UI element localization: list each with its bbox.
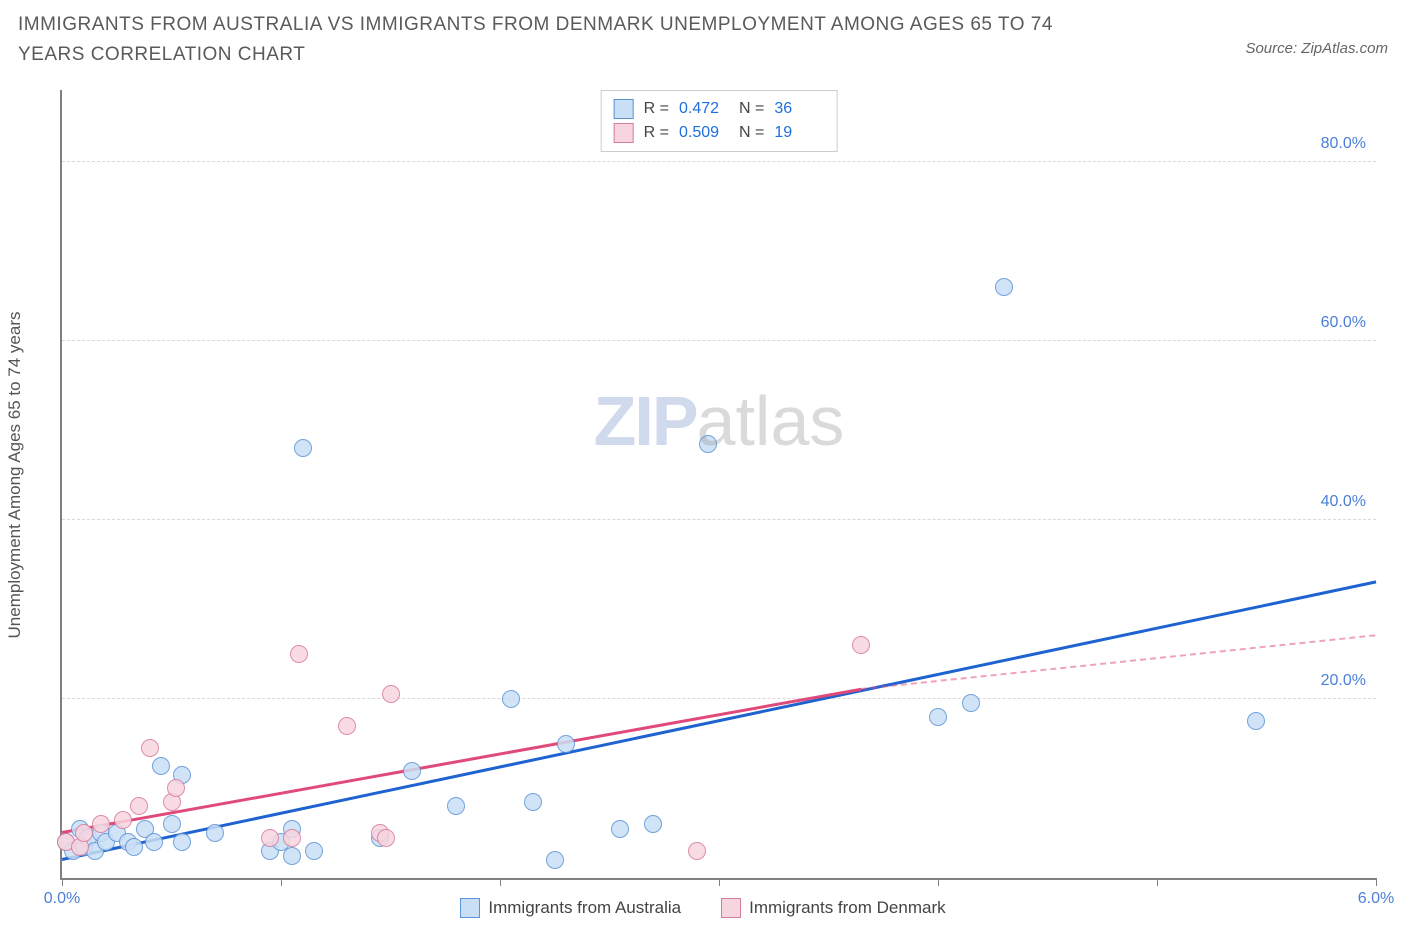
legend-item-australia: Immigrants from Australia	[460, 898, 681, 918]
data-point	[1247, 712, 1265, 730]
data-point	[699, 435, 717, 453]
data-point	[546, 851, 564, 869]
data-point	[524, 793, 542, 811]
legend-swatch-denmark	[721, 898, 741, 918]
data-point	[167, 779, 185, 797]
x-tick	[719, 878, 720, 886]
trend-line	[62, 580, 1377, 860]
data-point	[644, 815, 662, 833]
chart-plot-area: ZIPatlas R = 0.472 N = 36 R = 0.509 N = …	[60, 90, 1376, 880]
source-attribution: Source: ZipAtlas.com	[1245, 40, 1388, 57]
stats-row-denmark: R = 0.509 N = 19	[614, 121, 825, 145]
data-point	[163, 815, 181, 833]
stat-n-denmark: 19	[774, 124, 824, 142]
data-point	[502, 690, 520, 708]
data-point	[929, 708, 947, 726]
data-point	[283, 847, 301, 865]
data-point	[294, 439, 312, 457]
data-point	[962, 694, 980, 712]
stat-r-denmark: 0.509	[679, 124, 729, 142]
data-point	[852, 636, 870, 654]
x-tick	[62, 878, 63, 886]
legend-bottom: Immigrants from Australia Immigrants fro…	[0, 898, 1406, 918]
data-point	[141, 739, 159, 757]
data-point	[145, 833, 163, 851]
x-tick	[1376, 878, 1377, 886]
stats-row-australia: R = 0.472 N = 36	[614, 97, 825, 121]
data-point	[377, 829, 395, 847]
y-axis-label: Unemployment Among Ages 65 to 74 years	[5, 312, 25, 639]
data-point	[261, 829, 279, 847]
data-point	[557, 735, 575, 753]
data-point	[206, 824, 224, 842]
stat-r-australia: 0.472	[679, 100, 729, 118]
stat-r-label: R =	[644, 124, 669, 142]
trend-line-dashed	[861, 634, 1376, 690]
watermark-atlas: atlas	[697, 382, 845, 460]
legend-item-denmark: Immigrants from Denmark	[721, 898, 945, 918]
data-point	[92, 815, 110, 833]
swatch-denmark	[614, 123, 634, 143]
gridline	[62, 161, 1376, 162]
data-point	[447, 797, 465, 815]
x-tick	[1157, 878, 1158, 886]
data-point	[290, 645, 308, 663]
watermark: ZIPatlas	[594, 381, 845, 461]
data-point	[283, 829, 301, 847]
x-tick	[500, 878, 501, 886]
legend-label-denmark: Immigrants from Denmark	[749, 898, 945, 918]
chart-title: IMMIGRANTS FROM AUSTRALIA VS IMMIGRANTS …	[18, 10, 1118, 71]
data-point	[305, 842, 323, 860]
data-point	[338, 717, 356, 735]
legend-label-australia: Immigrants from Australia	[488, 898, 681, 918]
data-point	[152, 757, 170, 775]
data-point	[114, 811, 132, 829]
gridline	[62, 698, 1376, 699]
data-point	[75, 824, 93, 842]
stat-r-label: R =	[644, 100, 669, 118]
stats-legend: R = 0.472 N = 36 R = 0.509 N = 19	[601, 90, 838, 152]
gridline	[62, 340, 1376, 341]
stat-n-australia: 36	[774, 100, 824, 118]
gridline	[62, 519, 1376, 520]
x-tick	[938, 878, 939, 886]
x-tick	[281, 878, 282, 886]
data-point	[173, 833, 191, 851]
swatch-australia	[614, 99, 634, 119]
data-point	[995, 278, 1013, 296]
stat-n-label: N =	[739, 124, 764, 142]
y-tick-label: 20.0%	[1321, 672, 1366, 690]
data-point	[382, 685, 400, 703]
watermark-zip: ZIP	[594, 382, 697, 460]
data-point	[130, 797, 148, 815]
data-point	[611, 820, 629, 838]
y-tick-label: 80.0%	[1321, 135, 1366, 153]
data-point	[125, 838, 143, 856]
stat-n-label: N =	[739, 100, 764, 118]
legend-swatch-australia	[460, 898, 480, 918]
data-point	[688, 842, 706, 860]
y-tick-label: 60.0%	[1321, 314, 1366, 332]
data-point	[403, 762, 421, 780]
y-tick-label: 40.0%	[1321, 493, 1366, 511]
